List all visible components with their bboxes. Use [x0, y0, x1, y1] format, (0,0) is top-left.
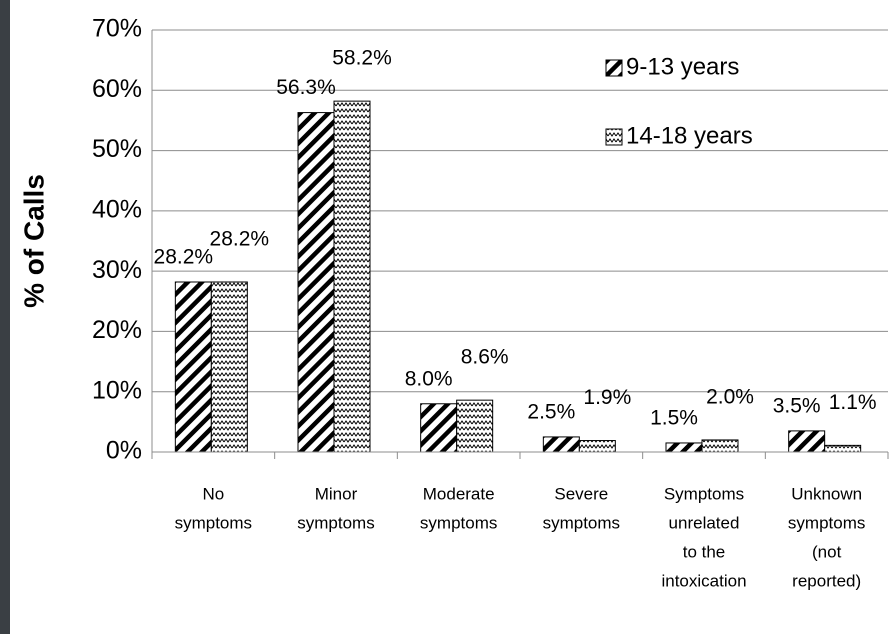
x-tick-label: No — [202, 484, 224, 503]
bar — [578, 440, 616, 453]
value-label: 2.5% — [527, 400, 575, 423]
x-tick-label: (not — [812, 542, 842, 561]
y-axis-label: % of Calls — [18, 174, 49, 308]
x-tick-label: symptoms — [175, 513, 252, 532]
y-tick-label: 70% — [92, 15, 142, 43]
x-tick-label: symptoms — [420, 513, 497, 532]
bar — [174, 281, 212, 453]
y-tick-label: 20% — [92, 316, 142, 344]
value-label: 8.0% — [405, 367, 453, 390]
x-tick-label: to the — [683, 542, 726, 561]
value-label: 58.2% — [332, 47, 392, 70]
x-tick-label: symptoms — [543, 513, 620, 532]
y-tick-label: 50% — [92, 135, 142, 163]
legend-swatch — [605, 59, 623, 77]
bar — [701, 439, 739, 453]
legend-label: 14-18 years — [626, 122, 753, 149]
bar — [420, 403, 458, 453]
bar — [297, 112, 335, 453]
y-tick-label: 60% — [92, 75, 142, 103]
y-tick-label: 40% — [92, 195, 142, 223]
frame-edge — [0, 0, 10, 634]
value-label: 2.0% — [706, 385, 754, 408]
y-tick-label: 10% — [92, 376, 142, 404]
value-label: 28.2% — [154, 246, 214, 269]
value-label: 3.5% — [773, 394, 821, 417]
bar — [788, 430, 826, 453]
x-tick-label: Minor — [315, 484, 358, 503]
legend-label: 9-13 years — [626, 53, 739, 80]
x-tick-label: reported) — [792, 571, 861, 590]
value-label: 28.2% — [210, 228, 270, 251]
x-tick-label: Symptoms — [664, 484, 744, 503]
bar — [824, 444, 862, 453]
x-tick-label: Unknown — [791, 484, 862, 503]
bar — [210, 281, 248, 453]
y-tick-label: 30% — [92, 256, 142, 284]
value-label: 56.3% — [276, 76, 336, 99]
x-tick-label: intoxication — [661, 571, 746, 590]
x-tick-label: symptoms — [297, 513, 374, 532]
x-tick-label: symptoms — [788, 513, 865, 532]
value-label: 1.1% — [829, 391, 877, 414]
value-label: 8.6% — [461, 346, 509, 369]
x-tick-label: unrelated — [669, 513, 740, 532]
x-tick-label: Severe — [554, 484, 608, 503]
y-tick-label: 0% — [106, 437, 142, 465]
bar — [542, 436, 580, 453]
value-label: 1.5% — [650, 407, 698, 430]
bar — [333, 100, 371, 453]
x-tick-label: Moderate — [423, 484, 495, 503]
bar — [665, 442, 703, 453]
value-label: 1.9% — [583, 386, 631, 409]
bar — [456, 399, 494, 453]
legend-swatch — [605, 128, 623, 146]
